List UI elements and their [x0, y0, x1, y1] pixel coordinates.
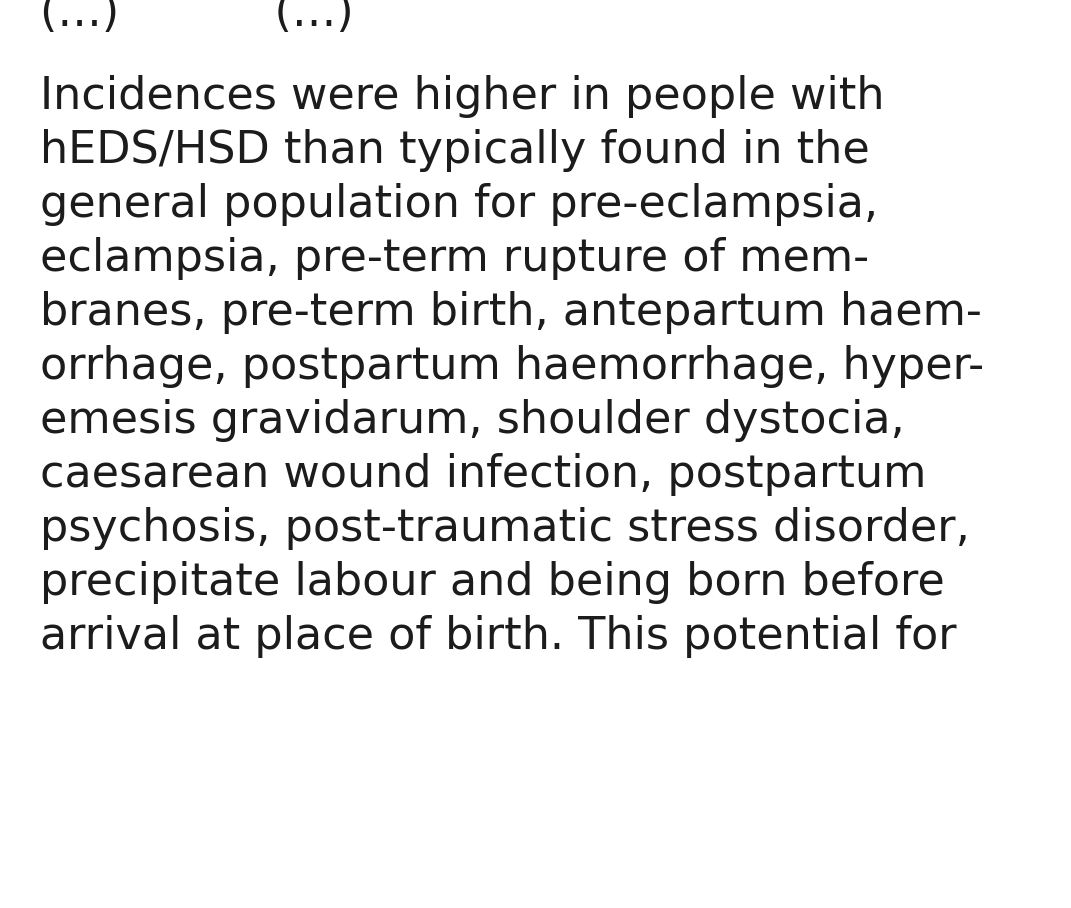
Text: (…)           (…): (…) (…) [40, 0, 353, 35]
Text: caesarean wound infection, postpartum: caesarean wound infection, postpartum [40, 453, 926, 496]
Text: eclampsia, pre-term rupture of mem-: eclampsia, pre-term rupture of mem- [40, 237, 870, 280]
Text: arrival at place of birth. This potential for: arrival at place of birth. This potentia… [40, 615, 956, 658]
Text: hEDS/HSD than typically found in the: hEDS/HSD than typically found in the [40, 129, 870, 172]
Text: general population for pre-eclampsia,: general population for pre-eclampsia, [40, 183, 878, 226]
Text: branes, pre-term birth, antepartum haem-: branes, pre-term birth, antepartum haem- [40, 291, 982, 334]
Text: psychosis, post-traumatic stress disorder,: psychosis, post-traumatic stress disorde… [40, 507, 970, 550]
Text: precipitate labour and being born before: precipitate labour and being born before [40, 561, 945, 604]
Text: emesis gravidarum, shoulder dystocia,: emesis gravidarum, shoulder dystocia, [40, 399, 905, 442]
Text: orrhage, postpartum haemorrhage, hyper-: orrhage, postpartum haemorrhage, hyper- [40, 345, 984, 388]
Text: Incidences were higher in people with: Incidences were higher in people with [40, 75, 885, 118]
